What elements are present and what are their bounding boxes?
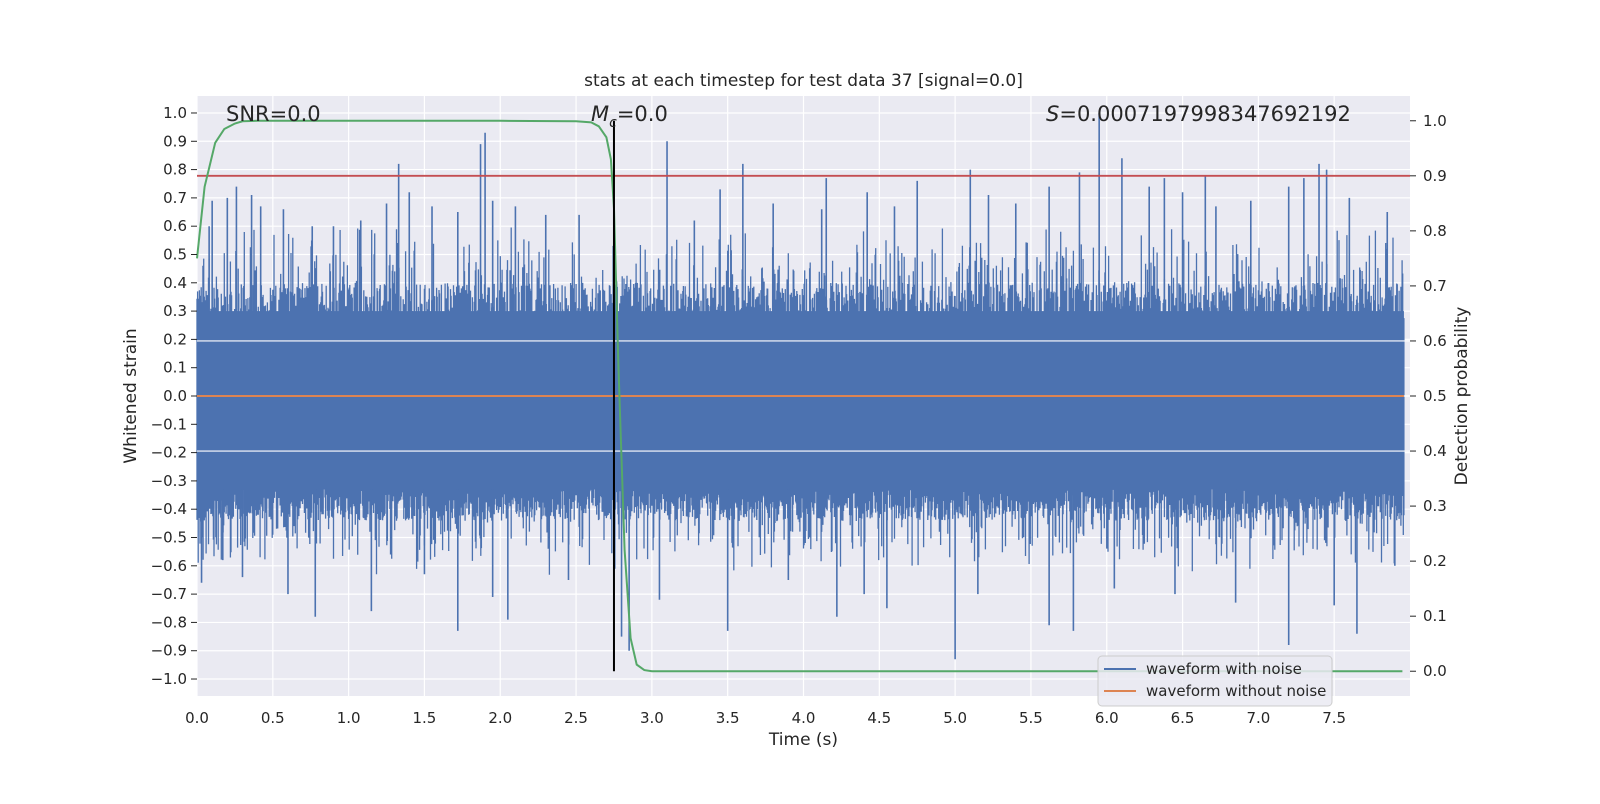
x-tick-label: 6.5 xyxy=(1171,709,1195,727)
y2-tick-label: 0.7 xyxy=(1423,277,1447,295)
y-tick-label: 0.6 xyxy=(163,217,187,235)
annotation-mc-symbol: M xyxy=(591,102,609,126)
y2-tick-label: 0.4 xyxy=(1423,442,1447,460)
y-tick-label: 0.0 xyxy=(163,387,187,405)
x-tick-label: 3.0 xyxy=(640,709,664,727)
legend: waveform with noise waveform without noi… xyxy=(1097,655,1333,707)
x-axis-ticks: 0.0 0.5 1.0 1.5 2.0 2.5 3.0 3.5 4.0 4.5 5.0 5.5 6.0 6… xyxy=(185,709,1346,727)
y2-tick-label: 0.8 xyxy=(1423,222,1447,240)
annotation-s-value: =0.0007197998347692192 xyxy=(1059,102,1351,126)
y2-tick-label: 0.2 xyxy=(1423,552,1447,570)
y-tick-label: 0.1 xyxy=(163,359,187,377)
y-tick-label: −0.6 xyxy=(151,557,187,575)
y-tick-label: −0.4 xyxy=(151,500,187,518)
y-tick-label: 0.9 xyxy=(163,132,187,150)
y2-tick-label: 1.0 xyxy=(1423,112,1447,130)
x-tick-label: 1.0 xyxy=(337,709,361,727)
y2-axis-label: Detection probability xyxy=(1452,307,1472,486)
y-tick-label: 0.2 xyxy=(163,330,187,348)
y-tick-label: 0.8 xyxy=(163,161,187,179)
line-series xyxy=(196,119,1410,673)
noise-series xyxy=(196,112,1410,660)
noise-core-band xyxy=(197,311,1404,490)
legend-box xyxy=(1097,655,1333,707)
x-tick-label: 2.5 xyxy=(564,709,588,727)
y-tick-label: −0.2 xyxy=(151,444,187,462)
x-tick-label: 0.0 xyxy=(185,709,209,727)
annotation-statistic: S=0.0007197998347692192 xyxy=(1046,102,1351,126)
x-tick-label: 1.5 xyxy=(413,709,437,727)
x-tick-label: 3.5 xyxy=(716,709,740,727)
x-tick-label: 6.0 xyxy=(1095,709,1119,727)
x-tick-label: 5.5 xyxy=(1019,709,1043,727)
legend-label-clean: waveform without noise xyxy=(1146,682,1326,700)
y2-tick-label: 0.0 xyxy=(1423,662,1447,680)
legend-label-noise: waveform with noise xyxy=(1146,660,1302,678)
y2-tick-label: 0.9 xyxy=(1423,167,1447,185)
y-tick-label: 1.0 xyxy=(163,104,187,122)
y-tick-label: −0.7 xyxy=(151,585,187,603)
annotation-mc-value: =0.0 xyxy=(617,102,668,126)
y-tick-label: −0.1 xyxy=(151,415,187,433)
detection-probability-line xyxy=(196,119,1403,673)
x-tick-label: 7.0 xyxy=(1246,709,1270,727)
y-tick-label: −0.9 xyxy=(151,642,187,660)
y-tick-label: −0.3 xyxy=(151,472,187,490)
chart-title: stats at each timestep for test data 37 … xyxy=(584,71,1023,91)
y-tick-label: 0.3 xyxy=(163,302,187,320)
y-axis-ticks: 1.0 0.9 0.8 0.7 0.6 0.5 0.4 0.3 0.2 0.1 0.0 −0.1 −0.… xyxy=(151,104,197,688)
y-tick-label: 0.5 xyxy=(163,245,187,263)
annotation-s-symbol: S xyxy=(1046,102,1059,126)
x-tick-label: 4.5 xyxy=(867,709,891,727)
x-tick-label: 7.5 xyxy=(1322,709,1346,727)
y-axis-label: Whitened strain xyxy=(121,328,141,463)
x-tick-label: 4.0 xyxy=(792,709,816,727)
y2-tick-label: 0.3 xyxy=(1423,497,1447,515)
x-tick-label: 5.0 xyxy=(943,709,967,727)
y-tick-label: −0.5 xyxy=(151,529,187,547)
y2-tick-label: 0.5 xyxy=(1423,387,1447,405)
y2-tick-label: 0.1 xyxy=(1423,607,1447,625)
annotation-snr: SNR=0.0 xyxy=(226,102,321,126)
x-axis-label: Time (s) xyxy=(768,730,838,750)
annotation-chirp-mass: Mc=0.0 xyxy=(591,102,668,131)
y2-tick-label: 0.6 xyxy=(1423,332,1447,350)
y-tick-label: −0.8 xyxy=(151,613,187,631)
y-tick-label: 0.7 xyxy=(163,189,187,207)
y-tick-label: 0.4 xyxy=(163,274,187,292)
y2-axis-ticks: 1.0 0.9 0.8 0.7 0.6 0.5 0.4 0.3 0.2 0.1 0.0 xyxy=(1410,112,1447,680)
x-tick-label: 2.0 xyxy=(488,709,512,727)
x-tick-label: 0.5 xyxy=(261,709,285,727)
annotation-mc-subscript: c xyxy=(609,115,617,131)
y-tick-label: −1.0 xyxy=(151,670,187,688)
